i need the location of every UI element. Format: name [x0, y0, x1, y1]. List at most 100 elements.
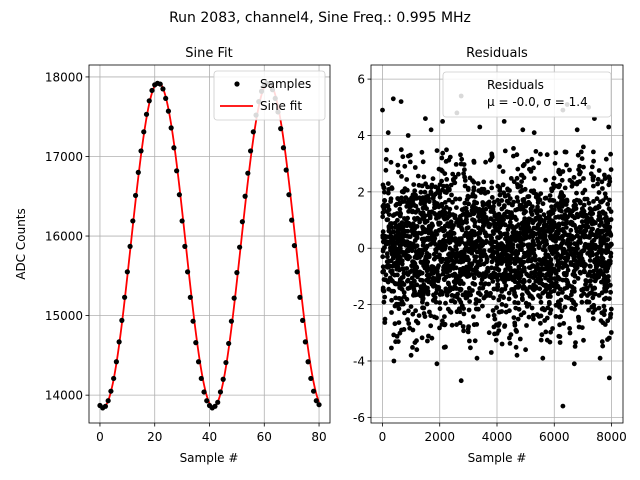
residual-point	[416, 313, 422, 318]
sample-point	[234, 270, 240, 276]
residual-point	[463, 290, 469, 295]
residual-point	[555, 201, 560, 207]
residual-point	[437, 239, 442, 245]
residual-point	[418, 189, 424, 195]
residual-point	[401, 231, 406, 237]
residual-point	[584, 216, 590, 222]
residual-point	[449, 192, 454, 198]
residual-point	[434, 315, 439, 321]
sample-point	[283, 167, 289, 173]
residual-point	[466, 324, 471, 329]
residual-point	[395, 217, 400, 223]
residual-point	[544, 241, 550, 247]
residual-point	[571, 175, 577, 180]
residual-point	[522, 250, 527, 256]
residual-point	[573, 258, 578, 263]
residual-point	[474, 270, 479, 276]
residual-point	[500, 294, 506, 300]
residual-point	[426, 279, 432, 285]
residual-point	[575, 152, 581, 158]
residual-point	[491, 312, 497, 318]
residual-point	[562, 185, 568, 191]
residual-point	[599, 179, 605, 185]
residual-point	[442, 200, 448, 205]
residual-point	[483, 206, 489, 212]
residual-point	[389, 297, 394, 303]
residual-point	[562, 286, 568, 291]
residual-point	[608, 167, 614, 173]
residual-point	[390, 278, 395, 284]
residual-point	[477, 286, 483, 291]
residual-point	[600, 228, 606, 234]
residual-point	[415, 173, 421, 179]
residual-point	[440, 228, 446, 234]
residual-point	[427, 309, 432, 315]
residual-point	[501, 190, 507, 196]
residual-outlier-point	[380, 107, 385, 113]
residual-point	[485, 313, 491, 319]
residuals-axes-frame	[370, 64, 624, 424]
residual-point	[420, 296, 426, 301]
residual-point	[594, 229, 600, 235]
residual-point	[497, 230, 503, 236]
residual-point	[458, 161, 464, 167]
residual-point	[460, 324, 466, 329]
residual-point	[591, 304, 596, 310]
residual-point	[507, 219, 513, 225]
residual-point	[529, 212, 535, 217]
residual-point	[557, 340, 563, 345]
residual-point	[543, 329, 549, 335]
residual-point	[528, 188, 534, 194]
residual-point	[601, 303, 607, 309]
residual-point	[440, 318, 445, 324]
residual-point	[414, 282, 420, 288]
residual-point	[598, 268, 603, 273]
residual-point	[383, 272, 389, 278]
residual-point	[428, 313, 434, 319]
residual-point	[527, 166, 532, 172]
residual-point	[422, 189, 428, 195]
residual-point	[527, 278, 532, 284]
residual-point	[595, 176, 601, 182]
residual-point	[399, 300, 405, 306]
residual-point	[605, 237, 611, 242]
residual-point	[534, 267, 539, 272]
residual-point	[497, 192, 503, 198]
residual-point	[410, 208, 415, 214]
sample-point	[165, 108, 172, 114]
residual-point	[594, 196, 600, 202]
residual-point	[446, 237, 452, 243]
residual-point	[577, 171, 582, 177]
residual-point	[421, 213, 427, 219]
residual-point	[595, 262, 601, 268]
residual-point	[391, 288, 397, 294]
sample-point	[305, 359, 311, 365]
residual-point	[405, 153, 411, 159]
sample-point	[143, 111, 150, 117]
residual-point	[438, 167, 444, 173]
residual-point	[499, 309, 505, 314]
residual-outlier-point	[390, 96, 396, 102]
residual-point	[495, 282, 501, 287]
residual-point	[413, 308, 418, 314]
residual-point	[527, 234, 532, 240]
residual-point	[429, 270, 435, 276]
residual-point	[489, 259, 495, 265]
residual-point	[517, 270, 523, 275]
residual-point	[429, 264, 435, 269]
residual-point	[448, 309, 454, 315]
sample-point	[212, 403, 218, 409]
residual-point	[516, 222, 521, 228]
sample-point	[135, 169, 141, 175]
residual-point	[380, 248, 386, 254]
sample-point	[294, 269, 300, 275]
residual-point	[491, 295, 496, 301]
residual-point	[517, 205, 523, 210]
residual-point	[453, 265, 459, 271]
residual-outlier-point	[560, 403, 566, 409]
residual-point	[509, 202, 515, 208]
residual-point	[571, 235, 577, 241]
legend-sine-fit-label: Sine fit	[260, 99, 302, 113]
residual-point	[553, 150, 559, 156]
residual-point	[512, 300, 518, 305]
